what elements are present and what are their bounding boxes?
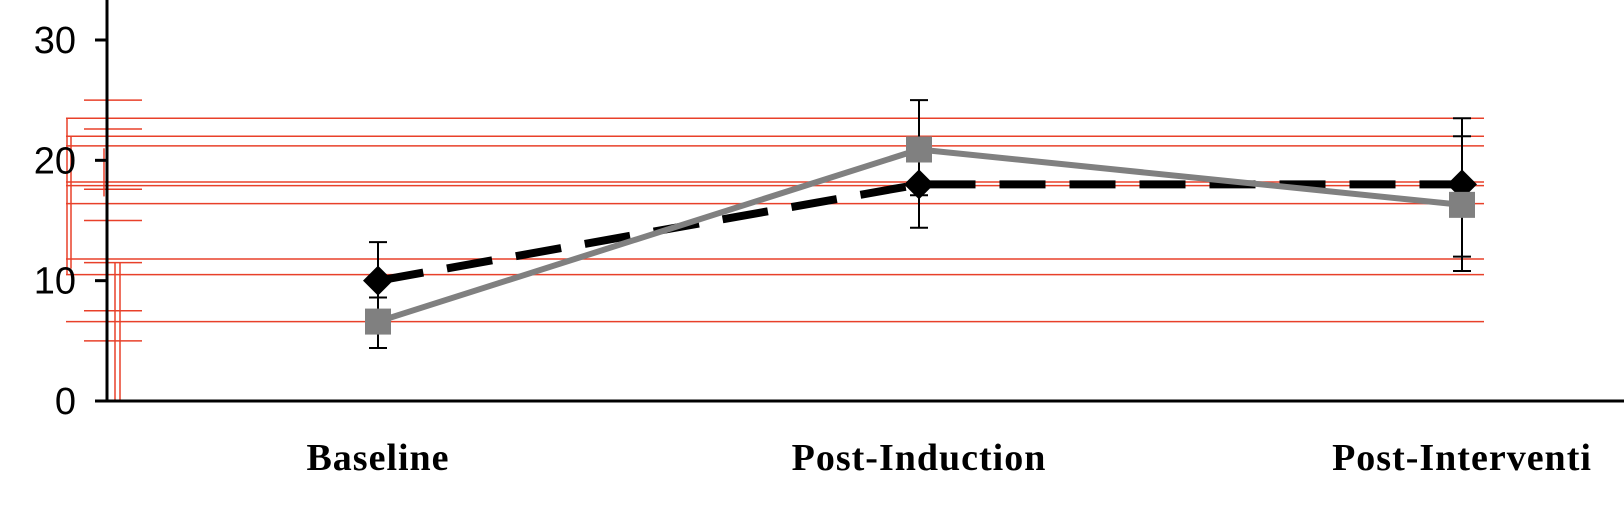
- data-point-diamond: [363, 265, 393, 296]
- x-tick-label: Post-Interventi: [1332, 437, 1592, 479]
- series-2: [365, 135, 1475, 350]
- tick-labels: 0 10 20 30 Baseline Post-Induction Post-Interv…: [34, 20, 1592, 479]
- y-tick-label: 20: [34, 140, 76, 182]
- axes: [95, 0, 1624, 403]
- y-tick-label: 0: [55, 381, 76, 423]
- data-point-square: [365, 308, 391, 335]
- data-point-square: [1449, 191, 1475, 218]
- y-tick-label: 10: [34, 261, 76, 303]
- series-group: [363, 99, 1477, 350]
- x-tick-label: Post-Induction: [792, 437, 1047, 479]
- data-point-square: [906, 136, 932, 163]
- series-1: [363, 99, 1477, 299]
- overlay-guides: [66, 99, 1484, 401]
- y-tick-label: 30: [34, 20, 76, 62]
- x-tick-label: Baseline: [306, 437, 449, 479]
